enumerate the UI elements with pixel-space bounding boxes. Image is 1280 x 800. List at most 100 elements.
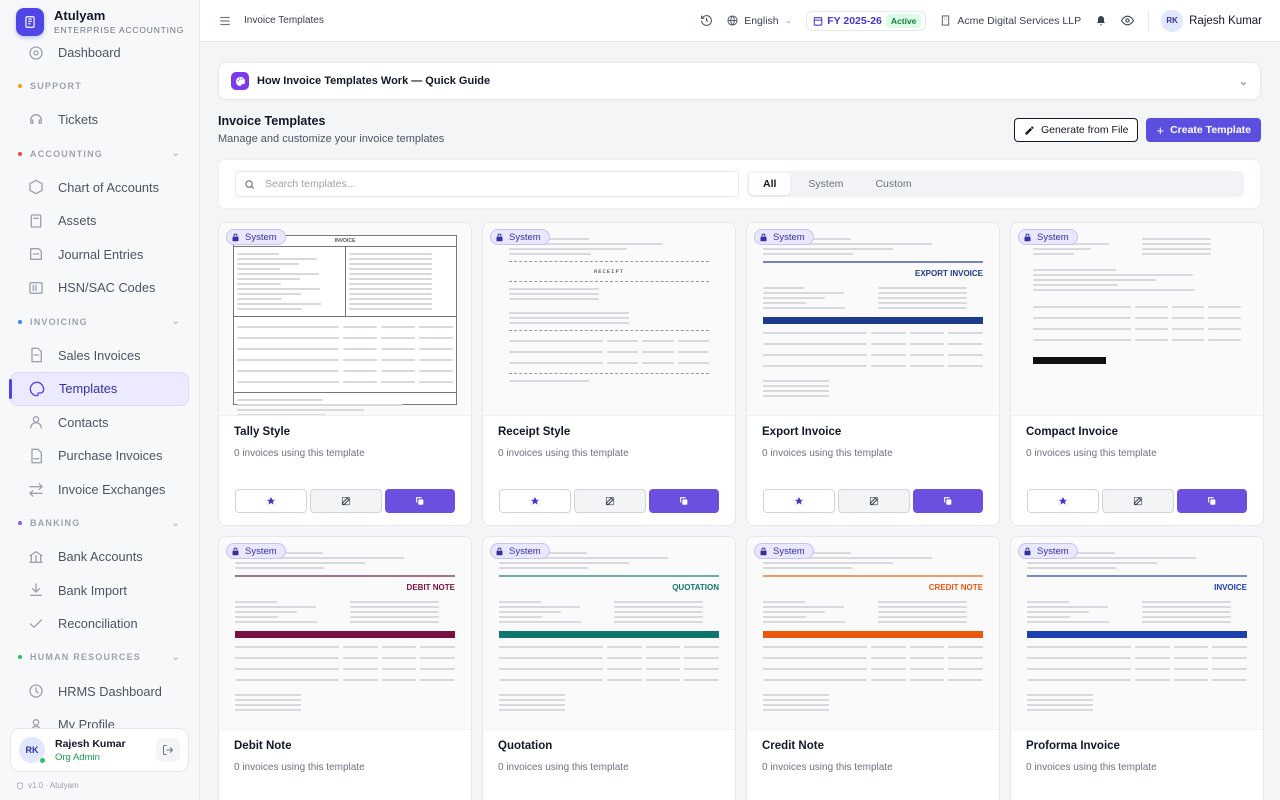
bell-icon[interactable] xyxy=(1095,15,1107,27)
template-thumbnail[interactable]: System RECEIPT xyxy=(483,223,735,416)
template-name: Quotation xyxy=(498,740,553,752)
sidebar-section-banking[interactable]: BANKING ⌄ xyxy=(0,506,199,540)
logout-button[interactable] xyxy=(156,738,180,762)
company-select[interactable]: Acme Digital Services LLP xyxy=(940,15,1081,27)
fiscal-year-select[interactable]: FY 2025-26 Active xyxy=(806,10,927,31)
template-thumbnail[interactable]: System QUOTATION xyxy=(483,537,735,730)
sidebar-item-label: Purchase Invoices xyxy=(58,448,163,464)
edit-button[interactable] xyxy=(1102,489,1174,513)
lock-icon xyxy=(1024,547,1031,555)
menu-icon[interactable] xyxy=(218,14,232,28)
page-title: Invoice Templates xyxy=(218,114,326,128)
template-preview: EXPORT INVOICE xyxy=(761,238,985,397)
copy-icon xyxy=(680,497,688,505)
sidebar-item-tickets[interactable]: Tickets xyxy=(10,103,189,137)
generate-from-file-button[interactable]: Generate from File xyxy=(1013,118,1139,142)
badge-label: System xyxy=(773,545,805,557)
edit-icon xyxy=(341,496,351,506)
duplicate-button[interactable] xyxy=(1177,489,1247,513)
template-thumbnail[interactable]: System INVOICE xyxy=(219,223,471,416)
template-card-proforma-invoice[interactable]: System INVOICE Proforma Invoice 0 invoices … xyxy=(1010,536,1264,800)
template-thumbnail[interactable]: System xyxy=(1011,223,1263,416)
sidebar-item-invoice-exchanges[interactable]: Invoice Exchanges xyxy=(10,473,189,507)
template-name: Compact Invoice xyxy=(1026,426,1119,438)
language-select[interactable]: English ⌄ xyxy=(727,15,792,27)
system-badge: System xyxy=(754,543,814,559)
duplicate-button[interactable] xyxy=(913,489,983,513)
template-card-compact-invoice[interactable]: System Compact Invoice 0 invoices using th… xyxy=(1010,222,1264,526)
template-preview xyxy=(1025,235,1249,364)
profile-menu[interactable]: RK Rajesh Kumar xyxy=(1148,9,1262,32)
sidebar-item-chart-of-accounts[interactable]: Chart of Accounts xyxy=(10,170,189,204)
fiscal-year-label: FY 2025-26 xyxy=(827,14,882,27)
template-card-quotation[interactable]: System QUOTATION Quotation 0 invoices using… xyxy=(482,536,736,800)
template-card-credit-note[interactable]: System CREDIT NOTE Credit Note 0 invoices u… xyxy=(746,536,1000,800)
globe-icon xyxy=(727,15,738,26)
template-card-export-invoice[interactable]: System EXPORT INVOICE Export Invoice 0 invo… xyxy=(746,222,1000,526)
main-area: Invoice Templates English ⌄ FY 2025-26 A… xyxy=(200,0,1280,800)
version-label: v1.0 · Atulyam xyxy=(16,781,79,790)
template-thumbnail[interactable]: System DEBIT NOTE xyxy=(219,537,471,730)
edit-button[interactable] xyxy=(574,489,646,513)
set-default-button[interactable] xyxy=(1027,489,1099,513)
sidebar-item-contacts[interactable]: Contacts xyxy=(10,406,189,440)
sidebar-item-hsn-sac-codes[interactable]: HSN/SAC Codes xyxy=(10,271,189,305)
sidebar-section-invoicing[interactable]: INVOICING ⌄ xyxy=(0,305,199,339)
sidebar-item-label: Tickets xyxy=(58,112,99,128)
sidebar-item-bank-accounts[interactable]: Bank Accounts xyxy=(10,540,189,574)
sidebar-section-support[interactable]: SUPPORT xyxy=(0,70,199,104)
template-card-receipt-style[interactable]: System RECEIPT Receipt Style 0 invoices usi… xyxy=(482,222,736,526)
set-default-button[interactable] xyxy=(235,489,307,513)
template-preview: INVOICE xyxy=(233,235,457,415)
edit-button[interactable] xyxy=(838,489,910,513)
template-usage: 0 invoices using this template xyxy=(498,448,629,459)
duplicate-button[interactable] xyxy=(385,489,455,513)
sidebar-section-accounting[interactable]: ACCOUNTING ⌄ xyxy=(0,137,199,171)
template-card-debit-note[interactable]: System DEBIT NOTE Debit Note 0 invoices usi… xyxy=(218,536,472,800)
create-template-button[interactable]: + Create Template xyxy=(1146,118,1261,142)
shield-icon xyxy=(17,781,23,790)
template-thumbnail[interactable]: System CREDIT NOTE xyxy=(747,537,999,730)
template-thumbnail[interactable]: System INVOICE xyxy=(1011,537,1263,730)
set-default-button[interactable] xyxy=(763,489,835,513)
chevron-down-icon: ⌄ xyxy=(171,148,181,160)
sidebar-item-hrms-dashboard[interactable]: HRMS Dashboard xyxy=(10,674,189,708)
sidebar-item-bank-import[interactable]: Bank Import xyxy=(10,574,189,608)
sidebar-item-dashboard[interactable]: Dashboard xyxy=(10,36,189,70)
sidebar-item-sales-invoices[interactable]: Sales Invoices xyxy=(10,338,189,372)
sidebar-section-human-resources[interactable]: HUMAN RESOURCES ⌄ xyxy=(0,641,199,675)
user-card[interactable]: RK Rajesh Kumar Org Admin xyxy=(10,728,189,772)
template-thumbnail[interactable]: System EXPORT INVOICE xyxy=(747,223,999,416)
set-default-button[interactable] xyxy=(499,489,571,513)
sidebar-item-templates[interactable]: Templates xyxy=(9,371,189,406)
search-input[interactable]: Search templates... xyxy=(235,171,739,197)
badge-label: System xyxy=(773,231,805,243)
hsn-sac-codes-icon xyxy=(29,281,43,294)
chevron-down-icon: ⌄ xyxy=(1238,75,1248,88)
lock-icon xyxy=(232,233,239,241)
sidebar-item-label: Assets xyxy=(58,213,97,229)
template-card-tally-style[interactable]: System INVOICE Tally Style 0 invoices using… xyxy=(218,222,472,526)
invoice-exchanges-icon xyxy=(29,482,43,497)
filter-tab-custom[interactable]: Custom xyxy=(875,178,912,190)
section-label: HUMAN RESOURCES xyxy=(30,652,142,663)
duplicate-button[interactable] xyxy=(649,489,719,513)
filter-tab-all[interactable]: All xyxy=(749,173,791,195)
preview-heading: INVOICE xyxy=(234,236,456,247)
sidebar-item-journal-entries[interactable]: Journal Entries xyxy=(10,238,189,272)
edit-button[interactable] xyxy=(310,489,382,513)
quick-guide-accordion[interactable]: How Invoice Templates Work — Quick Guide… xyxy=(218,62,1261,100)
sidebar-item-reconciliation[interactable]: Reconciliation xyxy=(10,607,189,641)
filter-tab-system[interactable]: System xyxy=(808,178,844,190)
eye-icon[interactable] xyxy=(1121,14,1135,27)
system-badge: System xyxy=(1018,543,1078,559)
template-preview: CREDIT NOTE xyxy=(761,552,985,711)
sidebar-item-assets[interactable]: Assets xyxy=(10,204,189,238)
template-name: Credit Note xyxy=(762,740,824,752)
sidebar-item-purchase-invoices[interactable]: Purchase Invoices xyxy=(10,439,189,473)
copy-icon xyxy=(416,497,424,505)
history-icon[interactable] xyxy=(700,14,713,27)
user-role: Org Admin xyxy=(55,751,100,763)
section-dot xyxy=(18,151,22,156)
sidebar-item-label: Invoice Exchanges xyxy=(58,482,166,498)
